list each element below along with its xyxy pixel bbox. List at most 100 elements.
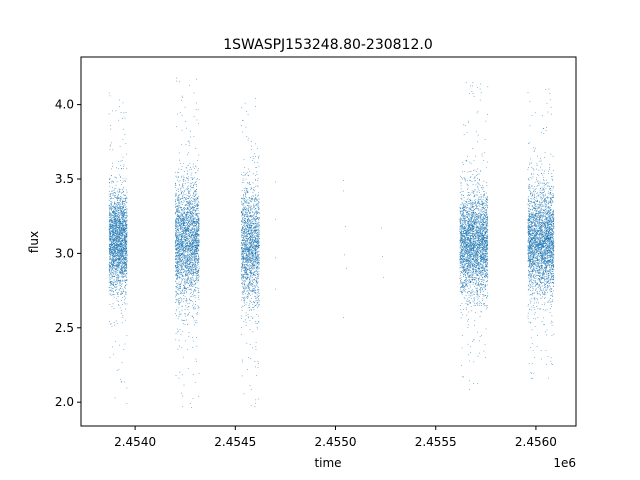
data-point: [188, 281, 190, 283]
data-point: [121, 236, 123, 238]
data-point: [192, 206, 194, 207]
data-point: [123, 260, 124, 261]
data-point: [113, 228, 114, 230]
data-point: [196, 273, 198, 275]
data-point: [123, 237, 125, 239]
data-point: [192, 253, 194, 255]
data-point: [176, 204, 178, 206]
data-point: [196, 199, 198, 201]
data-point: [193, 270, 194, 272]
data-point: [190, 242, 191, 243]
data-point: [110, 226, 111, 227]
data-point: [194, 182, 195, 184]
data-point: [192, 251, 193, 252]
data-point: [121, 184, 122, 185]
data-point: [194, 243, 196, 244]
data-point: [178, 176, 179, 178]
data-point: [110, 245, 112, 246]
data-point: [194, 250, 195, 252]
data-point: [125, 250, 127, 252]
data-point: [194, 222, 195, 223]
data-point: [111, 265, 113, 267]
data-point: [175, 200, 176, 202]
data-point: [120, 241, 122, 242]
data-point: [184, 226, 186, 228]
data-point: [123, 191, 124, 193]
data-point: [183, 199, 185, 201]
data-point: [108, 207, 110, 208]
data-point: [192, 272, 194, 274]
data-point: [189, 221, 191, 222]
data-point: [123, 187, 124, 188]
data-point: [188, 240, 189, 242]
data-point: [193, 308, 194, 310]
data-point: [113, 267, 115, 269]
data-point: [174, 231, 176, 233]
data-point: [189, 182, 191, 184]
data-point: [115, 235, 116, 236]
data-point: [188, 272, 189, 274]
data-point: [181, 276, 183, 277]
data-point: [193, 229, 194, 230]
data-point: [124, 231, 126, 233]
data-point: [183, 217, 184, 218]
data-point: [186, 212, 188, 214]
data-point: [117, 249, 119, 251]
data-point: [181, 249, 183, 250]
data-point: [175, 261, 177, 262]
data-point: [198, 268, 200, 270]
data-point: [183, 230, 184, 232]
data-point: [123, 254, 125, 256]
data-point: [126, 231, 128, 233]
data-point: [190, 232, 192, 233]
data-point: [191, 255, 192, 257]
data-point: [116, 225, 118, 227]
data-point: [115, 268, 117, 269]
data-point: [117, 270, 118, 271]
data-point: [109, 211, 110, 213]
data-point: [116, 237, 117, 238]
data-point: [178, 234, 180, 235]
data-point: [118, 224, 120, 225]
data-point: [117, 260, 119, 262]
data-point: [192, 182, 193, 184]
data-point: [117, 197, 118, 198]
data-point: [177, 271, 179, 273]
data-point: [178, 194, 179, 196]
data-point: [176, 226, 178, 227]
data-point: [197, 217, 199, 219]
data-point: [109, 226, 111, 228]
data-point: [112, 294, 114, 296]
data-point: [123, 201, 124, 203]
data-point: [114, 228, 116, 230]
data-point: [123, 273, 125, 275]
data-point: [192, 257, 194, 258]
data-point: [182, 252, 184, 254]
data-point: [197, 287, 198, 289]
data-point: [182, 238, 184, 240]
data-point: [178, 339, 180, 341]
data-point: [185, 205, 187, 206]
data-point: [119, 189, 121, 190]
data-point: [124, 262, 126, 263]
data-point: [191, 183, 192, 185]
data-point: [178, 195, 179, 197]
data-point: [198, 296, 199, 298]
data-point: [189, 232, 191, 233]
data-point: [123, 255, 125, 257]
data-point: [195, 241, 197, 243]
data-point: [176, 232, 178, 233]
data-point: [186, 237, 187, 239]
data-point: [179, 250, 180, 251]
data-point: [177, 331, 179, 333]
data-point: [190, 174, 192, 176]
data-point: [111, 221, 113, 222]
data-point: [114, 232, 115, 234]
data-point: [111, 245, 112, 246]
data-point: [120, 258, 122, 259]
data-point: [197, 253, 199, 254]
data-point: [175, 243, 176, 245]
data-point: [121, 244, 123, 245]
data-point: [122, 229, 124, 231]
data-point: [120, 249, 122, 250]
